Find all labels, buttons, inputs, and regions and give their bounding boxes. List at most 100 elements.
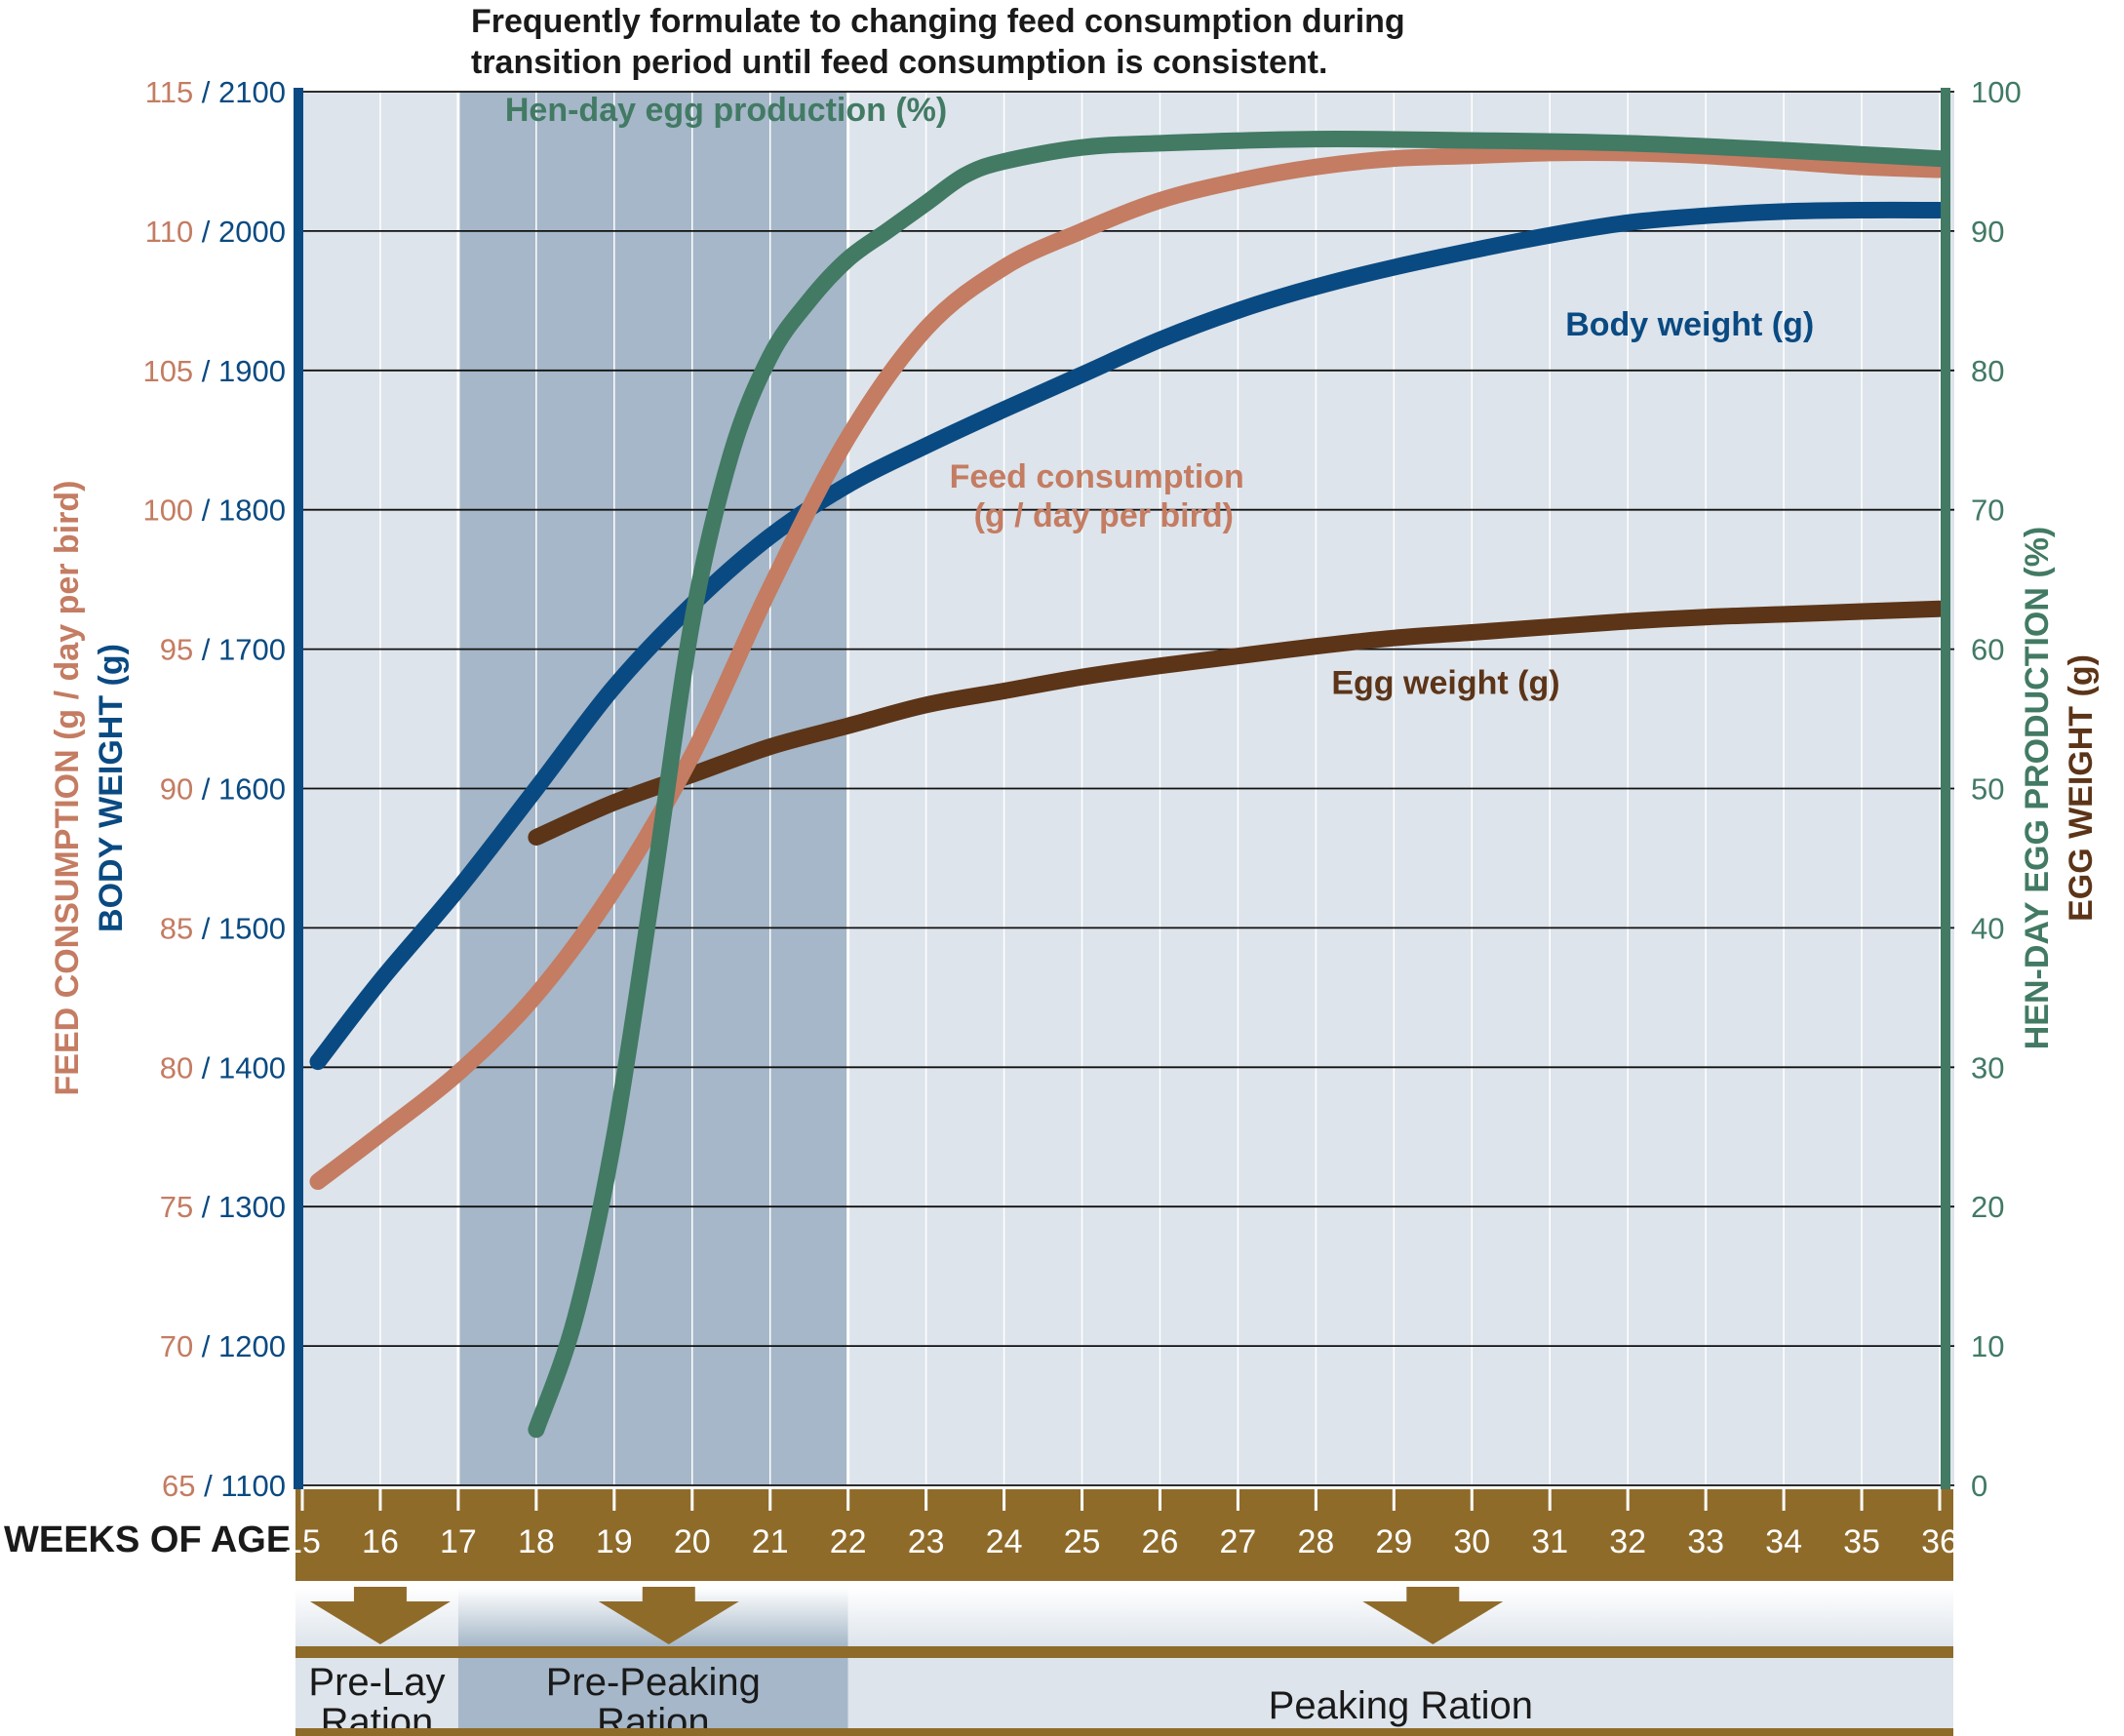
phase-box [457, 1658, 848, 1736]
tick-separator: / [193, 1050, 218, 1085]
feed-tick: 95 [160, 633, 193, 667]
feed-tick: 115 [145, 75, 193, 109]
right-tick-label: 10 [1971, 1329, 2004, 1363]
body-tick: 1800 [218, 493, 286, 528]
tick-separator: / [193, 215, 218, 249]
series-line-feed [309, 144, 1948, 1190]
left-tick-label: 110 / 2000 [145, 215, 286, 249]
week-tick-label: 30 [1453, 1523, 1490, 1560]
week-tick-label: 22 [830, 1523, 867, 1560]
week-tick-label: 24 [986, 1523, 1023, 1560]
down-arrow-icon [598, 1587, 739, 1644]
body-tick: 1700 [218, 633, 286, 667]
right-axis-ticks: 0 10 20 30 40 50 60 70 80 90 100 [1971, 75, 2022, 1503]
right-tick-label: 40 [1971, 911, 2004, 945]
right-tick-label: 60 [1971, 633, 2004, 667]
body-tick: 1500 [218, 911, 286, 945]
tick-separator: / [193, 354, 218, 388]
feed-tick: 90 [160, 772, 193, 807]
week-tick-label: 18 [518, 1523, 555, 1560]
feed-tick: 105 [142, 354, 193, 388]
week-tick-label: 29 [1375, 1523, 1412, 1560]
left-tick-label: 115 / 2100 [145, 75, 286, 109]
right-tick-label: 80 [1971, 354, 2004, 388]
tick-separator: / [195, 1469, 220, 1503]
left-tick-label: 100 / 1800 [142, 493, 286, 528]
series-lines: Body weight (g) Feed consumption(g / day … [309, 92, 1948, 1439]
left-tick-label: 65 / 1100 [162, 1469, 286, 1503]
right-tick-label: 0 [1971, 1469, 1987, 1503]
feed-tick: 80 [160, 1050, 193, 1085]
body-tick: 1300 [218, 1190, 286, 1224]
right-tick-label: 30 [1971, 1050, 2004, 1085]
body-axis-title: BODY WEIGHT (g) [93, 644, 130, 932]
left-axis-line [294, 88, 303, 1489]
series-label-feed-line2: (g / day per bird) [974, 497, 1234, 534]
series-line-hen [528, 130, 1948, 1439]
week-tick-label: 21 [752, 1523, 789, 1560]
body-tick: 2100 [218, 75, 286, 109]
phase-bottom-bar [295, 1728, 1953, 1736]
feed-tick: 100 [142, 493, 193, 528]
series-line-egg [528, 600, 1948, 846]
week-tick-label: 20 [674, 1523, 711, 1560]
tick-separator: / [193, 772, 218, 807]
left-tick-label: 75 / 1300 [160, 1190, 286, 1224]
axis-titles: FEED CONSUMPTION (g / day per bird) BODY … [49, 481, 2100, 1096]
right-tick-label: 50 [1971, 772, 2004, 807]
feed-tick: 75 [160, 1190, 193, 1224]
right-tick-label: 70 [1971, 493, 2004, 528]
left-tick-label: 80 / 1400 [160, 1050, 286, 1085]
series-label-hen: Hen-day egg production (%) [505, 92, 947, 129]
feed-tick: 65 [162, 1469, 195, 1503]
week-tick-label: 31 [1531, 1523, 1568, 1560]
header-note-line1: Frequently formulate to changing feed co… [471, 3, 1405, 40]
axes-lines [294, 88, 1950, 1489]
tick-separator: / [193, 1190, 218, 1224]
hen-day-axis-title: HEN-DAY EGG PRODUCTION (%) [2019, 527, 2056, 1050]
series-label-egg: Egg weight (g) [1331, 664, 1559, 701]
week-tick-label: 17 [440, 1523, 477, 1560]
weeks-band-bar [295, 1489, 1953, 1581]
left-tick-label: 105 / 1900 [142, 354, 286, 388]
series-label-feed: Feed consumption [950, 458, 1244, 495]
body-tick: 1200 [218, 1329, 286, 1363]
feed-axis-title: FEED CONSUMPTION (g / day per bird) [49, 481, 86, 1096]
week-tick-label: 19 [596, 1523, 633, 1560]
series-line-body [309, 201, 1948, 1071]
tick-separator: / [193, 1329, 218, 1363]
down-arrow-icon [309, 1587, 451, 1644]
phase-label-line1: Pre-Lay [308, 1661, 445, 1704]
series-label-body: Body weight (g) [1565, 306, 1814, 343]
phase-divider-bar [295, 1646, 1953, 1658]
left-tick-label: 85 / 1500 [160, 911, 286, 945]
week-tick-label: 36 [1921, 1523, 1958, 1560]
tick-separator: / [193, 911, 218, 945]
feed-tick: 70 [160, 1329, 193, 1363]
x-axis-title: WEEKS OF AGE [4, 1519, 291, 1560]
body-tick: 2000 [218, 215, 286, 249]
right-tick-label: 20 [1971, 1190, 2004, 1224]
week-tick-label: 27 [1220, 1523, 1257, 1560]
body-tick: 1400 [218, 1050, 286, 1085]
body-tick: 1600 [218, 772, 286, 807]
week-tick-label: 25 [1064, 1523, 1101, 1560]
header-note-line2: transition period until feed consumption… [471, 44, 1327, 81]
left-axis-ticks: 65 / 1100 70 / 1200 75 / 1300 80 / 1400 85 /… [142, 75, 286, 1503]
week-tick-label: 34 [1765, 1523, 1802, 1560]
feed-tick: 85 [160, 911, 193, 945]
tick-separator: / [193, 633, 218, 667]
week-tick-label: 26 [1142, 1523, 1179, 1560]
phase-box [847, 1658, 1953, 1736]
week-tick-label: 35 [1843, 1523, 1880, 1560]
phase-label-line1: Pre-Peaking [546, 1661, 761, 1704]
right-axis-line [1941, 88, 1950, 1489]
feed-tick: 110 [145, 215, 193, 249]
week-tick-label: 23 [908, 1523, 945, 1560]
week-tick-label: 32 [1609, 1523, 1646, 1560]
down-arrow-icon [1362, 1587, 1504, 1644]
left-tick-label: 95 / 1700 [160, 633, 286, 667]
egg-weight-axis-title: EGG WEIGHT (g) [2063, 654, 2100, 922]
